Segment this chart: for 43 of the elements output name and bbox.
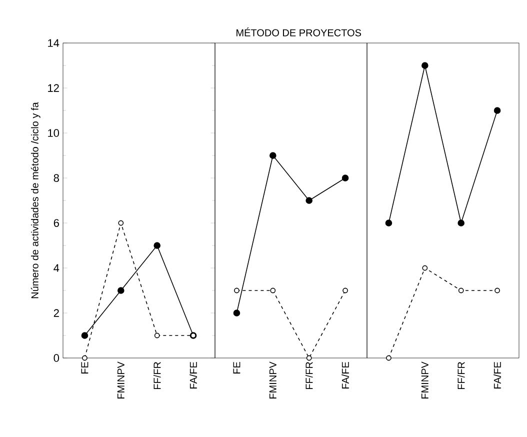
chart-title: MÉTODO DE PROYECTOS [236,28,362,36]
point [154,332,160,338]
point [422,62,428,69]
point [81,332,88,339]
point [118,287,124,294]
y-tick-label: 4 [54,264,60,272]
x-tick-label: FF/FR [457,362,465,390]
point [494,107,501,114]
point [306,355,312,361]
point [82,355,88,361]
point [422,265,428,271]
y-tick-label: 2 [54,309,59,317]
point [233,310,240,316]
x-tick-label: FMINPV [117,362,124,398]
x-tick-label: FE [81,362,88,374]
point [270,288,276,294]
x-tick-label: FE [233,362,240,374]
y-tick-label: 6 [54,219,59,227]
point [118,220,124,226]
y-tick-label: 12 [48,84,59,92]
point [306,197,312,204]
point [458,288,464,294]
y-tick-label: 0 [54,354,60,362]
point [154,242,160,249]
x-tick-label: FF/FR [305,362,313,390]
point [494,288,500,294]
x-tick-label: FA/FE [494,362,501,388]
point [342,288,348,294]
x-tick-label: FMINPV [269,362,276,398]
x-tick-label: FMINPV [421,362,428,398]
y-axis-title: Número de actividades de método /ciclo y fa [30,102,40,298]
y-tick-label: 10 [48,129,60,137]
y-tick-label: 8 [54,174,59,182]
point [342,174,349,182]
point [270,152,276,159]
point [386,355,392,361]
y-tick-label: 14 [48,39,60,47]
x-tick-label: FF/FR [153,362,161,390]
point [234,288,240,294]
x-tick-label: FA/FE [190,362,197,388]
point [458,220,464,226]
x-tick-label: FA/FE [342,362,349,388]
point [385,220,392,226]
